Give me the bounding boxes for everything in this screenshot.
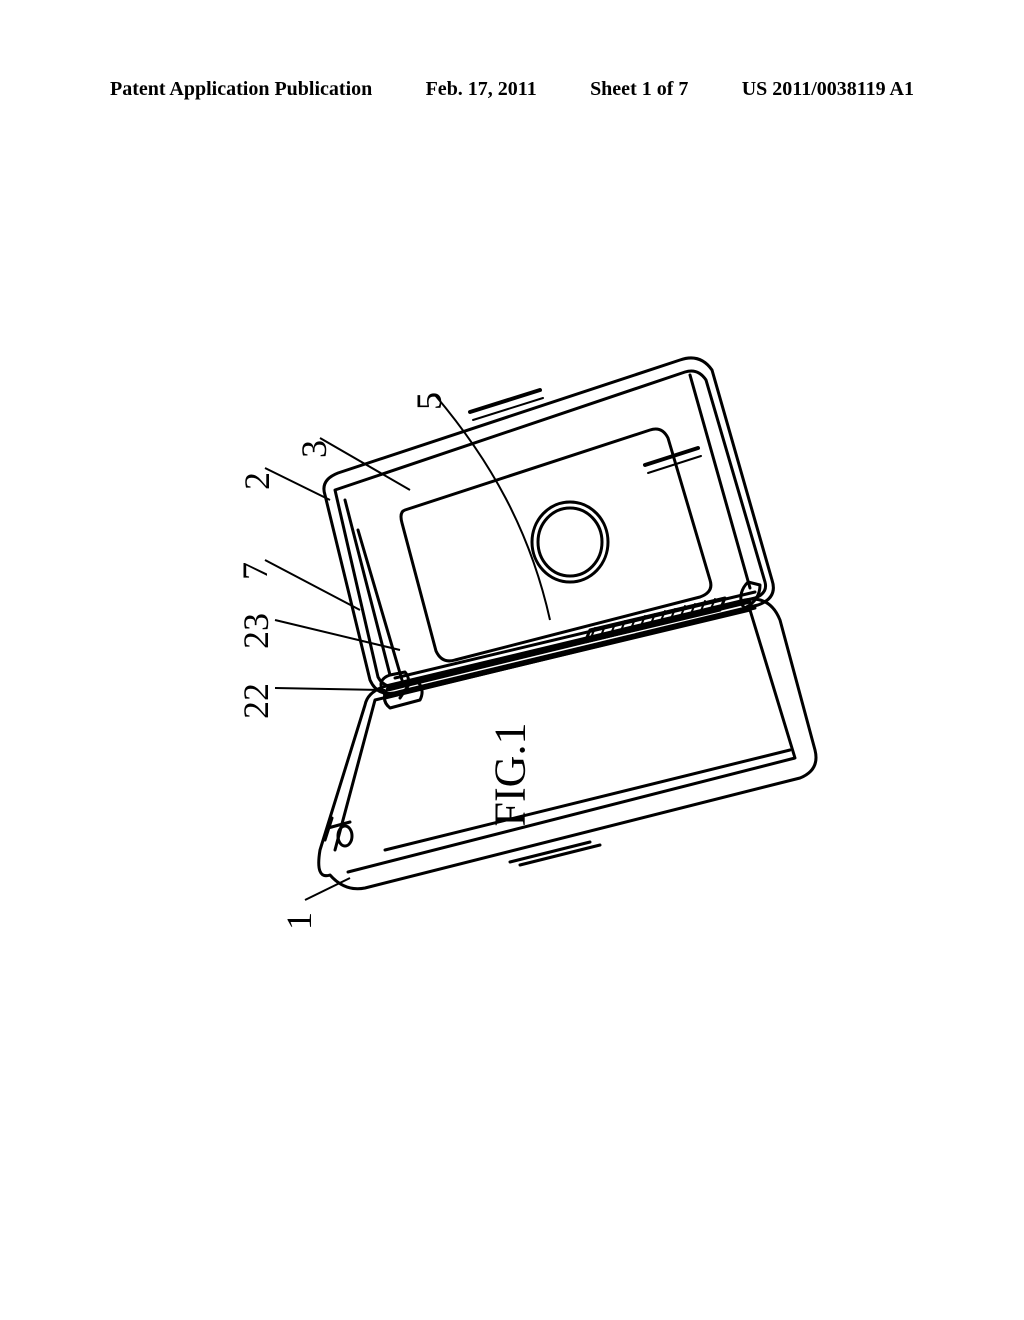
ref-num-23: 23 xyxy=(235,613,277,649)
ref-num-1: 1 xyxy=(278,912,320,930)
ref-num-2: 2 xyxy=(236,472,278,490)
figure-area: 2 3 5 7 23 22 1 FIG.1 xyxy=(190,280,830,1060)
ref-num-3: 3 xyxy=(293,440,335,458)
page-header: Patent Application Publication Feb. 17, … xyxy=(0,78,1024,101)
ref-num-7: 7 xyxy=(234,562,276,580)
ref-num-5: 5 xyxy=(408,392,450,410)
publication-label: Patent Application Publication xyxy=(110,78,372,101)
ref-num-22: 22 xyxy=(235,683,277,719)
sheet-number: Sheet 1 of 7 xyxy=(590,78,688,101)
publication-date: Feb. 17, 2011 xyxy=(426,78,537,101)
lead-lines xyxy=(190,280,830,980)
publication-number: US 2011/0038119 A1 xyxy=(742,78,914,101)
figure-label: FIG.1 xyxy=(485,723,536,827)
